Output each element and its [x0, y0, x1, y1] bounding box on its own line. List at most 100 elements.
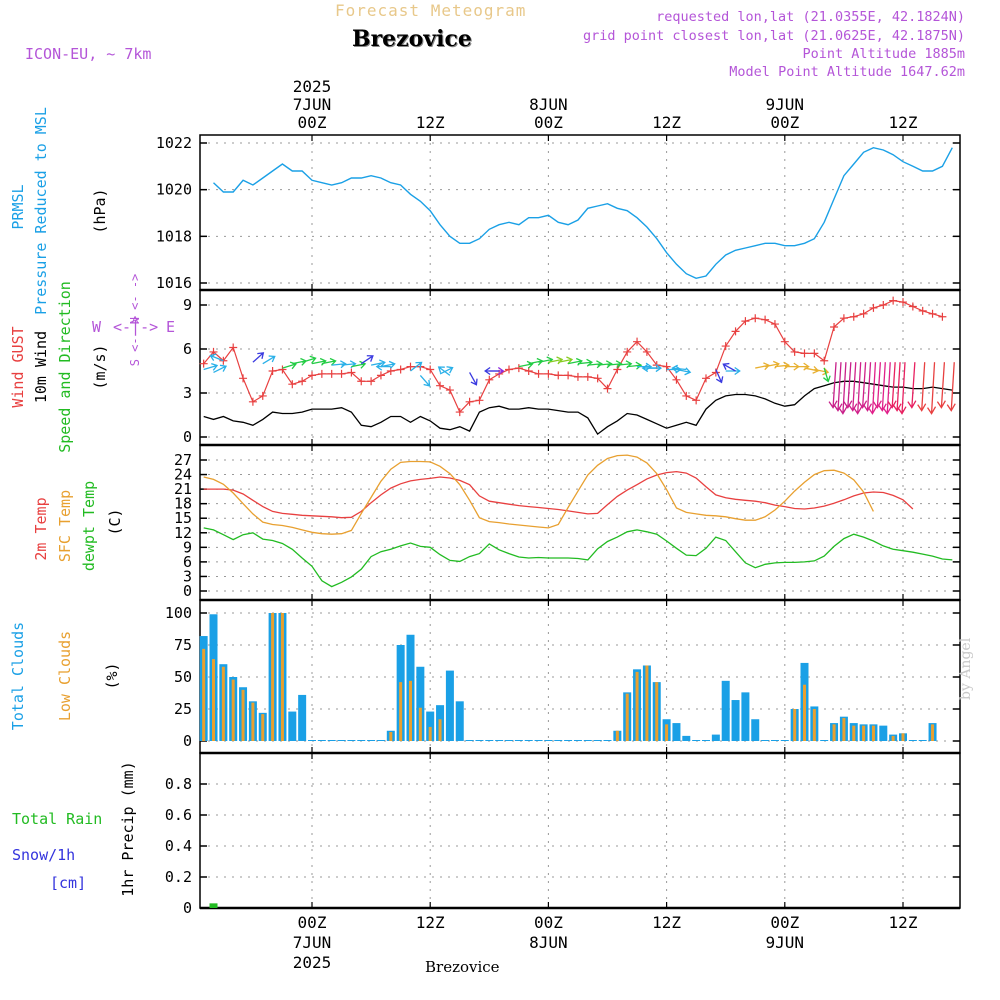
wind-arrow — [370, 359, 386, 368]
panel-frame — [199, 134, 961, 291]
wind-arrow — [439, 366, 454, 375]
wind-arrow-down — [882, 362, 892, 415]
gust-point — [682, 391, 691, 400]
wind-arrow-down — [897, 362, 907, 415]
panel-temperature — [199, 444, 961, 601]
panel-precip — [199, 752, 961, 909]
total-cloud-bar — [337, 740, 346, 741]
gust-point — [908, 302, 917, 311]
y-tick-label: 100 — [165, 604, 192, 622]
time-label-bottom: 12Z — [416, 913, 445, 932]
gust-point — [436, 381, 445, 390]
time-label-bottom: 7JUN — [293, 933, 332, 952]
low-cloud-bar — [271, 613, 275, 741]
low-cloud-bar — [251, 702, 255, 741]
time-label-bottom: 00Z — [298, 913, 327, 932]
low-clouds-label: Low Clouds — [56, 630, 74, 722]
y-tick-label: 0 — [183, 582, 192, 600]
gust-point — [879, 301, 888, 309]
total-cloud-bar — [820, 740, 829, 741]
total-cloud-bar — [908, 740, 917, 741]
total-cloud-bar — [761, 740, 770, 741]
y-tick-label: 9 — [183, 538, 192, 556]
y-tick-label: 0.4 — [165, 837, 192, 855]
gust-point — [721, 342, 730, 351]
total-cloud-bar — [298, 694, 307, 741]
total-cloud-bar — [426, 711, 435, 741]
temp-sfc-line — [203, 454, 874, 535]
wind-arrow-down — [858, 362, 868, 409]
gust-point — [928, 309, 937, 318]
total-cloud-bar — [751, 719, 760, 741]
time-label-bottom: 12Z — [652, 913, 681, 932]
gust-point — [406, 362, 415, 371]
gust-point — [573, 372, 582, 381]
wind-arrow-down — [843, 362, 853, 409]
gust-point — [889, 296, 898, 305]
total-cloud-bar — [505, 740, 513, 741]
gust-point — [396, 365, 405, 374]
low-cloud-bar — [655, 682, 659, 741]
wind-arrow — [725, 366, 741, 376]
model-label: ICON-EU, ~ 7km — [25, 45, 152, 63]
meteogram-title: Forecast Meteogram — [335, 1, 527, 20]
snow-label: Snow/1h — [12, 846, 76, 864]
gust-point — [564, 371, 573, 380]
gust-point — [839, 314, 848, 323]
y-tick-label: 1018 — [156, 227, 192, 245]
low-cloud-bar — [665, 724, 669, 741]
gust-point — [751, 314, 760, 323]
total-cloud-bar — [702, 740, 710, 741]
low-cloud-bar — [399, 682, 403, 741]
wind-arrow — [484, 366, 500, 376]
time-label-bottom: 12Z — [889, 913, 918, 932]
y-tick-label: 27 — [174, 451, 192, 469]
low-cloud-bar — [418, 707, 422, 741]
gust-point — [485, 375, 494, 384]
point-altitude: Point Altitude 1885m — [802, 46, 965, 62]
total-cloud-bar — [367, 740, 376, 741]
low-cloud-bar — [931, 724, 935, 741]
low-cloud-bar — [852, 725, 856, 741]
total-cloud-bar — [455, 701, 464, 741]
wind-arrow — [722, 362, 736, 372]
low-cloud-bar — [221, 666, 225, 741]
total-cloud-bar — [741, 692, 750, 741]
wind-arrow-down — [828, 362, 838, 409]
time-label-top: 9JUN — [766, 95, 805, 114]
gust-point — [702, 374, 710, 383]
total-cloud-bar — [524, 740, 533, 741]
wind-arrow — [627, 361, 643, 370]
wind-arrow-down — [848, 362, 858, 412]
time-label-bottom: 8JUN — [529, 933, 568, 952]
y-tick-label: 21 — [174, 480, 192, 498]
time-label-bottom: 2025 — [293, 953, 332, 972]
gust-point — [731, 327, 740, 336]
gust-point — [790, 347, 799, 356]
gust-point — [367, 377, 376, 386]
y-tick-label: 3 — [183, 384, 192, 402]
gust-point — [820, 356, 829, 365]
gust-point — [642, 347, 651, 356]
dewpoint-line — [203, 527, 953, 588]
y-tick-label: 3 — [183, 567, 192, 585]
low-cloud-bar — [793, 709, 797, 741]
wind-arrow — [558, 356, 574, 365]
wind-arrow-down — [867, 362, 878, 415]
gust-point — [327, 369, 336, 378]
total-cloud-bar — [347, 740, 356, 741]
gust-point — [800, 349, 809, 358]
wind-gust-label: Wind GUST — [9, 326, 27, 408]
y-tick-label: 1022 — [156, 134, 192, 152]
y-tick-label: 24 — [174, 466, 192, 484]
total-cloud-bar — [770, 740, 779, 741]
gust-line — [203, 299, 943, 414]
low-cloud-bar — [202, 648, 206, 741]
gust-point — [544, 369, 553, 378]
y-tick-label: 9 — [183, 296, 192, 314]
gust-point — [859, 309, 868, 318]
wind-arrow-down — [862, 362, 873, 412]
low-cloud-bar — [645, 665, 649, 741]
gust-point — [692, 396, 701, 405]
gust-point — [445, 386, 454, 395]
